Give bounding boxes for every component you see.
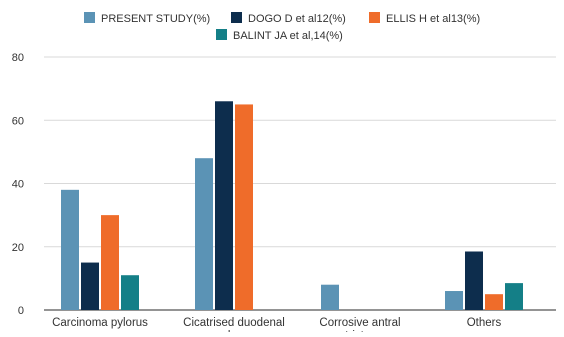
y-tick-label: 40 xyxy=(12,179,24,191)
legend: PRESENT STUDY(%) DOGO D et al12(%) ELLIS H… xyxy=(84,12,480,42)
bar xyxy=(445,291,463,310)
y-tick-label: 0 xyxy=(18,305,24,317)
x-tick-label-line: Carcinoma pylorus xyxy=(52,317,148,329)
legend-swatch xyxy=(84,12,95,23)
x-tick-label: Carcinoma pylorus xyxy=(52,317,148,329)
x-axis-ticks: Carcinoma pylorus Cicatrised duodenalulce… xyxy=(52,317,502,337)
bar xyxy=(485,294,503,310)
legend-label: DOGO D et al12(%) xyxy=(248,13,346,25)
legend-swatch xyxy=(231,12,242,23)
bar xyxy=(465,251,483,310)
y-tick-label: 20 xyxy=(12,242,24,254)
x-tick-label: Cicatrised duodenalulcer xyxy=(183,317,285,332)
bar xyxy=(235,104,253,310)
x-tick-label: Others xyxy=(467,317,502,329)
bar xyxy=(215,101,233,311)
bar xyxy=(505,283,523,310)
x-tick-label: Corrosive antralstricture xyxy=(319,317,400,332)
bar xyxy=(321,284,339,310)
x-tick-label-line: Cicatrised duodenal xyxy=(183,317,285,329)
legend-swatch xyxy=(216,29,227,40)
bar xyxy=(61,189,79,310)
x-tick-label-line: Others xyxy=(467,317,502,329)
legend-label: PRESENT STUDY(%) xyxy=(101,13,210,25)
x-tick-label-line: Corrosive antral xyxy=(319,317,400,329)
y-tick-label: 80 xyxy=(12,52,24,64)
y-axis-ticks: 0 20 40 60 80 xyxy=(12,52,24,317)
legend-swatch xyxy=(369,12,380,23)
bars xyxy=(61,101,523,311)
bar xyxy=(81,262,99,310)
legend-label: BALINT JA et al,14(%) xyxy=(233,30,343,42)
bar xyxy=(101,215,119,310)
y-tick-label: 60 xyxy=(12,115,24,127)
legend-label: ELLIS H et al13(%) xyxy=(386,13,480,25)
bar xyxy=(121,275,139,310)
bar xyxy=(195,158,213,310)
